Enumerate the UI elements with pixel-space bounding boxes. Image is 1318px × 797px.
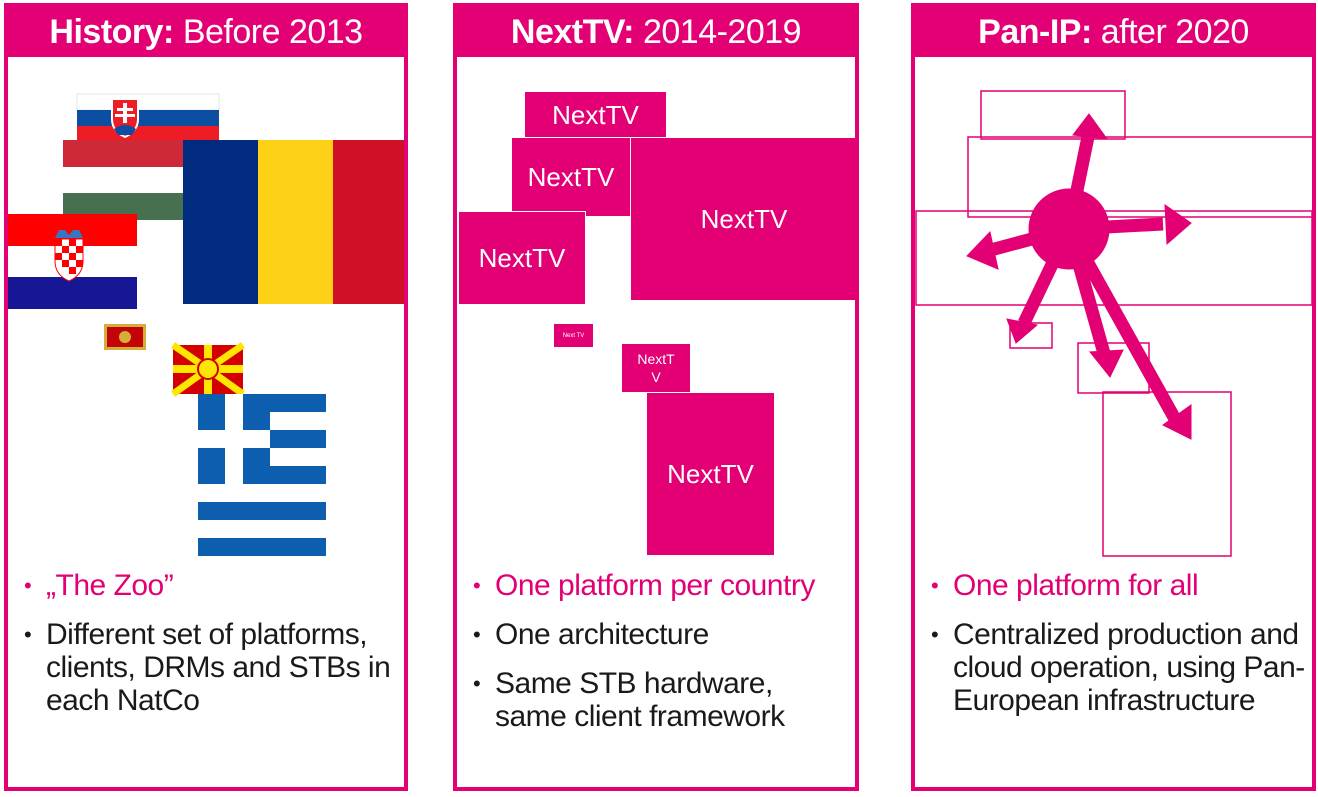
history-bullet-1: • „The Zoo”: [20, 569, 398, 602]
nexttv-bullet-1: • One platform per country: [469, 569, 849, 602]
greece-flag: [198, 394, 326, 556]
bullet-dot: •: [24, 573, 32, 598]
romania-flag: [183, 140, 404, 304]
bullet-dot: •: [24, 622, 32, 647]
history-title-rest: Before 2013: [173, 13, 363, 51]
outline-boxes: [915, 90, 1312, 557]
panip-bullet-2-text: Centralized production and cloud operati…: [953, 618, 1305, 717]
nexttv-title-rest: 2014-2019: [634, 13, 802, 51]
nexttv-box: NextTV: [458, 211, 586, 305]
nexttv-bullet-3-text: Same STB hardware, same client framework: [495, 667, 785, 733]
history-bullet-1-text: „The Zoo”: [46, 569, 174, 602]
nexttv-title-bold: NextTV:: [510, 13, 635, 51]
bullet-dot: •: [931, 573, 939, 598]
history-bullets: • „The Zoo” • Different set of platforms, …: [20, 569, 398, 733]
panip-bullet-1-text: One platform for all: [953, 569, 1199, 602]
panip-title-rest: after 2020: [1091, 13, 1250, 51]
nexttv-box: NextTV: [524, 91, 667, 139]
montenegro-flag: [104, 324, 146, 350]
bullet-dot: •: [473, 622, 481, 647]
bullet-dot: •: [931, 622, 939, 647]
nexttv-box: NextTV: [511, 137, 631, 217]
nexttv-boxes: NextTV NextTV NextTV NextTV Next TV Next…: [457, 7, 855, 567]
nexttv-panel: NextTV: 2014-2019 NextTV NextTV NextTV N…: [453, 3, 859, 791]
croatia-flag: [8, 214, 137, 309]
nexttv-box: NextT V: [621, 343, 691, 393]
hungary-flag: [63, 140, 185, 220]
nexttv-bullet-2: • One architecture: [469, 618, 849, 651]
pan-ip-hub-illustration: [915, 90, 1312, 557]
nexttv-bullet-1-text: One platform per country: [495, 569, 815, 602]
panip-title-bold: Pan-IP:: [978, 13, 1092, 51]
panip-bullets: • One platform for all • Centralized produ…: [927, 569, 1306, 733]
bullet-dot: •: [473, 573, 481, 598]
nexttv-box: Next TV: [553, 323, 594, 348]
history-header: History: Before 2013: [8, 7, 404, 57]
hub-arrows: [966, 113, 1192, 440]
panip-bullet-1: • One platform for all: [927, 569, 1306, 602]
nexttv-bullet-3: • Same STB hardware, same client framewor…: [469, 667, 849, 733]
nexttv-header: NextTV: 2014-2019: [457, 7, 855, 57]
history-bullet-2: • Different set of platforms, clients, DR…: [20, 618, 398, 717]
panip-header: Pan-IP: after 2020: [915, 7, 1312, 57]
nexttv-bullet-2-text: One architecture: [495, 618, 709, 651]
flags-illustration: [8, 93, 404, 556]
nexttv-box: NextTV: [646, 392, 775, 556]
nexttv-bullets: • One platform per country • One architect…: [469, 569, 849, 749]
macedonia-flag: [170, 342, 246, 397]
history-bullet-2-text: Different set of platforms, clients, DRM…: [46, 618, 391, 717]
slovakia-flag: [76, 93, 220, 140]
history-title-bold: History:: [49, 13, 174, 51]
history-panel: History: Before 2013: [4, 3, 408, 791]
bullet-dot: •: [473, 671, 481, 696]
panip-bullet-2: • Centralized production and cloud operat…: [927, 618, 1306, 717]
panip-panel: Pan-IP: after 2020: [911, 3, 1316, 791]
nexttv-box: NextTV: [630, 137, 855, 301]
